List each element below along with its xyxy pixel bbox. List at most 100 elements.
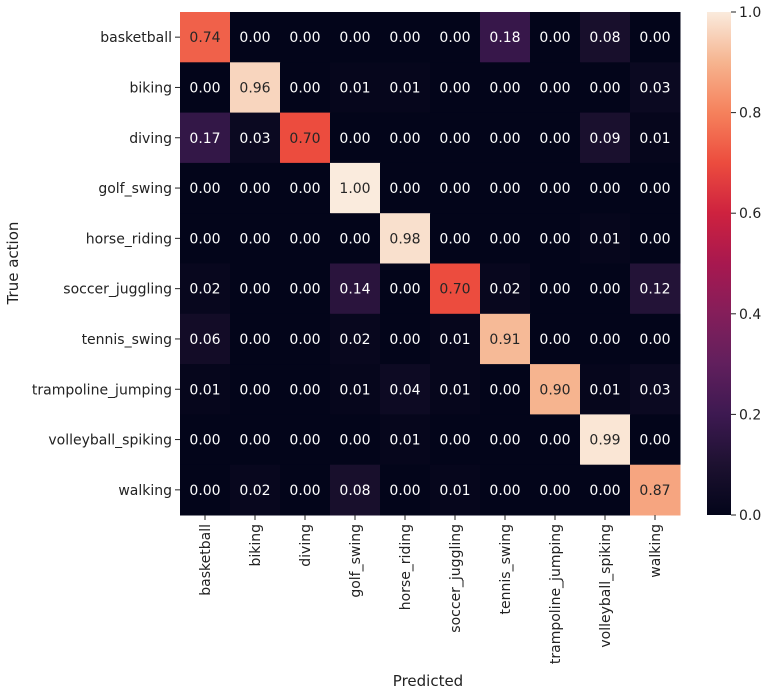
heatmap-cell <box>580 464 631 516</box>
cell-value-label: 0.00 <box>489 231 520 247</box>
heatmap-cell <box>230 213 281 264</box>
cell-value-label: 0.01 <box>439 382 470 398</box>
y-tick-label: volleyball_spiking <box>48 433 172 449</box>
cell-value-label: 0.00 <box>439 131 470 147</box>
heatmap-cell <box>230 112 281 164</box>
cell-value-label: 0.03 <box>639 382 670 398</box>
heatmap-cell <box>230 464 281 516</box>
cell-value-label: 0.00 <box>489 80 520 96</box>
cell-value-label: 0.00 <box>489 433 520 449</box>
heatmap-cell <box>280 263 331 315</box>
heatmap-cell <box>230 62 281 114</box>
heatmap-cell <box>530 414 581 466</box>
cell-value-label: 0.02 <box>189 282 220 298</box>
cell-value-label: 0.06 <box>189 332 220 348</box>
x-tick-label: soccer_juggling <box>448 524 464 633</box>
heatmap-cell <box>180 263 231 315</box>
heatmap-cell-labels: 0.74 0.00 0.00 0.00 0.00 0.00 0.18 0.00 0.08 0.00… <box>189 30 670 499</box>
cell-value-label: 0.00 <box>189 231 220 247</box>
heatmap-cell <box>280 12 331 63</box>
cell-value-label: 0.00 <box>389 181 420 197</box>
cell-value-label: 0.12 <box>639 282 670 298</box>
cell-value-label: 0.18 <box>489 30 520 46</box>
heatmap-cell <box>280 112 331 164</box>
cell-value-label: 0.00 <box>539 231 570 247</box>
heatmap-cell <box>530 12 581 63</box>
y-tick-label: basketball <box>100 30 172 46</box>
colorbar-tick-label: 0.2 <box>739 407 761 423</box>
heatmap-cell <box>530 263 581 315</box>
y-axis-tick-labels: basketball biking diving golf_swing horse_ri… <box>32 30 180 499</box>
heatmap-cell <box>430 62 481 114</box>
cell-value-label: 0.00 <box>589 332 620 348</box>
cell-value-label: 0.01 <box>389 80 420 96</box>
heatmap-cell <box>530 162 581 214</box>
cell-value-label: 0.00 <box>239 181 270 197</box>
cell-value-label: 0.00 <box>239 282 270 298</box>
cell-value-label: 0.01 <box>389 433 420 449</box>
cell-value-label: 0.70 <box>439 282 470 298</box>
x-tick-label: diving <box>298 524 314 567</box>
heatmap-cell <box>630 12 681 63</box>
heatmap-cell <box>330 364 381 415</box>
cell-value-label: 0.00 <box>239 231 270 247</box>
cell-value-label: 0.00 <box>589 483 620 499</box>
y-tick-label: golf_swing <box>98 181 172 197</box>
cell-value-label: 0.00 <box>539 80 570 96</box>
heatmap-cell <box>630 162 681 214</box>
cell-value-label: 0.00 <box>339 30 370 46</box>
cell-value-label: 0.00 <box>389 332 420 348</box>
colorbar-tick-label: 0.8 <box>739 106 761 122</box>
cell-value-label: 0.08 <box>589 30 620 46</box>
heatmap-cell <box>430 313 481 365</box>
cell-value-label: 0.00 <box>539 30 570 46</box>
heatmap-cell <box>530 364 581 415</box>
colorbar-tick-label: 0.6 <box>739 206 761 222</box>
heatmap-cell <box>330 263 381 315</box>
cell-value-label: 0.01 <box>639 131 670 147</box>
heatmap-cell <box>180 112 231 164</box>
heatmap-cell <box>180 364 231 415</box>
heatmap-cell <box>630 112 681 164</box>
heatmap-cell <box>230 162 281 214</box>
x-tick-label: volleyball_spiking <box>598 524 614 648</box>
heatmap-cell <box>280 364 331 415</box>
cell-value-label: 0.00 <box>189 433 220 449</box>
cell-value-label: 1.00 <box>339 181 370 197</box>
heatmap-cell <box>180 414 231 466</box>
heatmap-cell <box>380 162 431 214</box>
heatmap-cell <box>580 263 631 315</box>
cell-value-label: 0.00 <box>239 382 270 398</box>
cell-value-label: 0.00 <box>189 80 220 96</box>
cell-value-label: 0.00 <box>389 483 420 499</box>
cell-value-label: 0.00 <box>439 30 470 46</box>
cell-value-label: 0.01 <box>589 231 620 247</box>
x-tick-label: walking <box>648 524 664 578</box>
heatmap-cell <box>580 62 631 114</box>
heatmap-cell <box>580 414 631 466</box>
cell-value-label: 0.87 <box>639 483 670 499</box>
cell-value-label: 0.00 <box>639 332 670 348</box>
cell-value-label: 0.74 <box>189 30 220 46</box>
heatmap-cell <box>480 12 531 63</box>
x-tick-label: basketball <box>198 524 214 596</box>
heatmap-cell <box>330 213 381 264</box>
cell-value-label: 0.00 <box>289 483 320 499</box>
colorbar-tick-label: 0.0 <box>739 508 761 524</box>
heatmap-cells <box>180 12 681 516</box>
cell-value-label: 0.00 <box>289 30 320 46</box>
heatmap-cell <box>430 112 481 164</box>
cell-value-label: 0.02 <box>239 483 270 499</box>
heatmap-cell <box>630 414 681 466</box>
cell-value-label: 0.00 <box>539 131 570 147</box>
heatmap-cell <box>230 12 281 63</box>
cell-value-label: 0.00 <box>439 80 470 96</box>
x-axis-tick-labels: basketball biking diving golf_swing horse_ri… <box>198 515 664 664</box>
heatmap-cell <box>580 112 631 164</box>
cell-value-label: 0.70 <box>289 131 320 147</box>
heatmap-cell <box>180 313 231 365</box>
x-tick-label: horse_riding <box>398 524 414 610</box>
cell-value-label: 0.01 <box>439 483 470 499</box>
cell-value-label: 0.00 <box>489 131 520 147</box>
